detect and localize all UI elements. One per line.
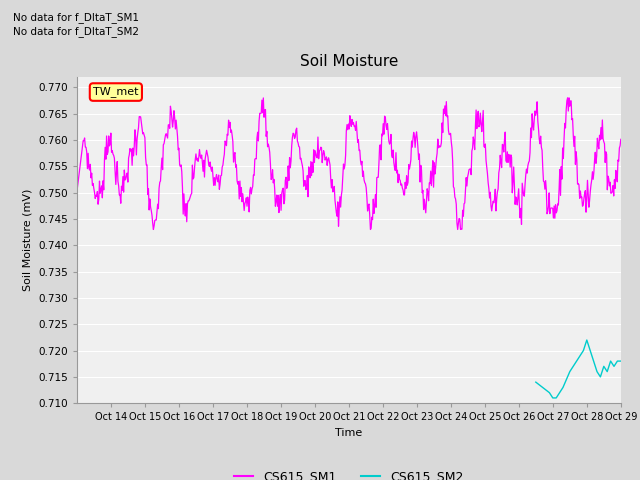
- CS615_SM1: [406, 166, 413, 172]
- CS615_SM2: [586, 348, 594, 353]
- CS615_SM2: [539, 384, 547, 390]
- CS615_SM2: [566, 369, 573, 374]
- CS615_SM1: [150, 227, 157, 232]
- CS615_SM2: [614, 358, 621, 364]
- Title: Soil Moisture: Soil Moisture: [300, 54, 398, 69]
- CS615_SM2: [610, 363, 618, 369]
- CS615_SM2: [596, 374, 604, 380]
- CS615_SM2: [556, 390, 563, 396]
- Y-axis label: Soil Moisture (mV): Soil Moisture (mV): [22, 189, 33, 291]
- CS615_SM2: [589, 358, 597, 364]
- CS615_SM2: [532, 379, 540, 385]
- CS615_SM1: [617, 136, 625, 142]
- CS615_SM2: [604, 369, 611, 374]
- CS615_SM1: [436, 144, 444, 150]
- Text: No data for f_DltaT_SM2: No data for f_DltaT_SM2: [13, 26, 139, 37]
- CS615_SM2: [549, 395, 557, 401]
- Line: CS615_SM2: CS615_SM2: [536, 340, 621, 398]
- CS615_SM1: [285, 178, 292, 183]
- Line: CS615_SM1: CS615_SM1: [77, 98, 621, 229]
- CS615_SM1: [137, 114, 145, 120]
- Text: No data for f_DltaT_SM1: No data for f_DltaT_SM1: [13, 12, 139, 23]
- CS615_SM1: [264, 141, 272, 147]
- CS615_SM1: [564, 95, 572, 101]
- CS615_SM2: [600, 363, 607, 369]
- CS615_SM2: [617, 358, 625, 364]
- CS615_SM2: [580, 348, 588, 353]
- CS615_SM1: [73, 190, 81, 195]
- CS615_SM2: [552, 395, 560, 401]
- CS615_SM1: [237, 185, 245, 191]
- CS615_SM2: [559, 384, 567, 390]
- CS615_SM2: [545, 390, 553, 396]
- X-axis label: Time: Time: [335, 428, 362, 438]
- CS615_SM2: [583, 337, 591, 343]
- Text: TW_met: TW_met: [93, 86, 139, 97]
- CS615_SM2: [593, 369, 601, 374]
- Legend: CS615_SM1, CS615_SM2: CS615_SM1, CS615_SM2: [229, 465, 468, 480]
- CS615_SM2: [607, 358, 614, 364]
- CS615_SM2: [573, 358, 580, 364]
